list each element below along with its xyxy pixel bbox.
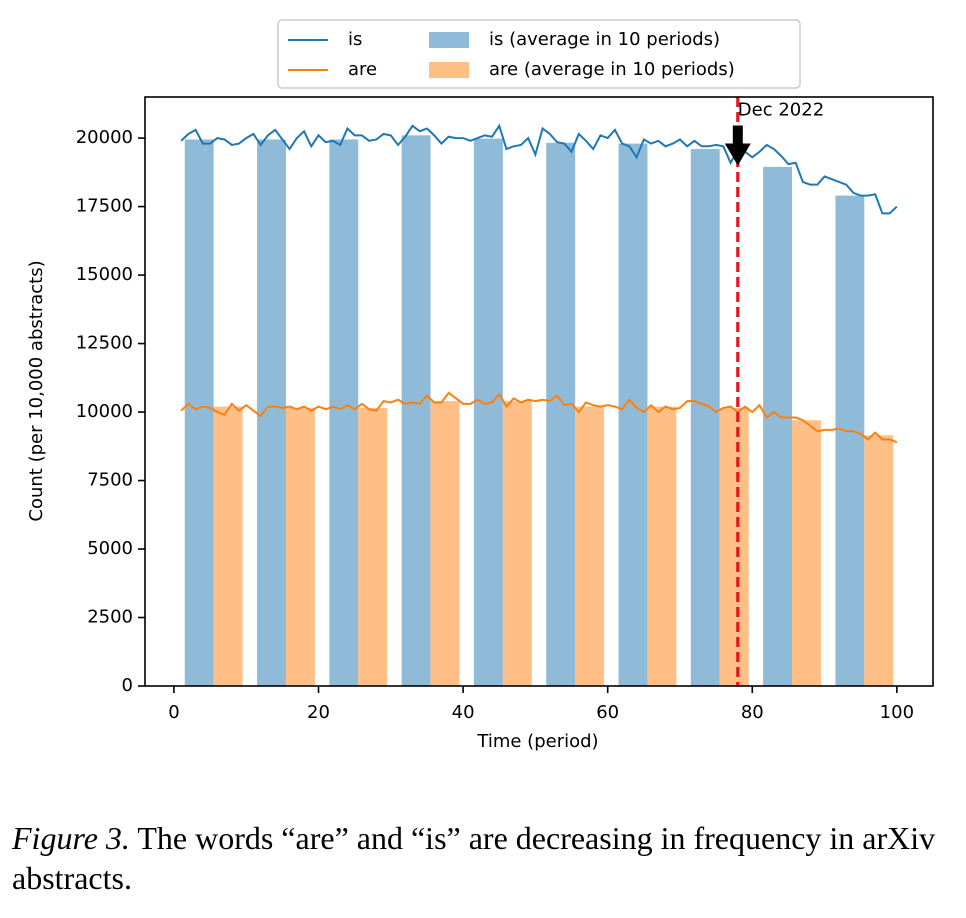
x-tick-label: 0: [168, 702, 179, 723]
line: [180, 123, 898, 215]
legend-box: [277, 19, 801, 89]
y-tick-label: 2500: [87, 607, 133, 628]
y-tick-label: 12500: [76, 333, 133, 354]
x-tick-label: 20: [307, 702, 330, 723]
x-axis-label: Time (period): [476, 731, 598, 752]
y-tick-label: 15000: [76, 264, 133, 285]
bar: [719, 407, 749, 686]
x-tick-label: 60: [596, 702, 619, 723]
y-tick-label: 0: [122, 675, 133, 696]
x-tick-label: 40: [452, 702, 475, 723]
x-tick-label: 80: [741, 702, 764, 723]
y-tick-label: 10000: [76, 401, 133, 422]
bar: [358, 407, 388, 686]
chart: Time (period) Count (per 10,000 abstract…: [26, 19, 934, 752]
bar: [575, 406, 605, 686]
y-tick-label: 20000: [76, 127, 133, 148]
y-tick-label: 5000: [87, 538, 133, 559]
annotation-text: Dec 2022: [738, 99, 824, 120]
caption-text: The words “are” and “is” are decreasing …: [12, 820, 936, 896]
y-tick-label: 7500: [87, 470, 133, 491]
bar: [618, 143, 648, 687]
caption: Figure 3. The words “are” and “is” are d…: [12, 818, 957, 898]
bar: [690, 149, 720, 687]
x-tick-label: 100: [880, 702, 914, 723]
bar: [792, 420, 821, 686]
bar: [864, 435, 894, 686]
legend-patch: [429, 32, 469, 48]
legend-label: are: [348, 59, 377, 80]
bar: [430, 401, 460, 686]
bar: [835, 195, 865, 686]
bar: [473, 138, 503, 686]
legend-patch: [429, 62, 469, 78]
bar: [763, 166, 793, 686]
y-tick-label: 17500: [76, 196, 133, 217]
legend-label: are (average in 10 periods): [489, 59, 735, 80]
y-axis-label: Count (per 10,000 abstracts): [26, 260, 47, 521]
annotation-arrow: [724, 125, 751, 166]
bar: [401, 135, 431, 686]
bar: [184, 139, 214, 687]
bar: [285, 407, 315, 686]
legend-label: is: [348, 29, 362, 50]
legend-label: is (average in 10 periods): [489, 29, 720, 50]
bar: [546, 142, 576, 686]
caption-label: Figure 3.: [12, 820, 130, 856]
bar: [213, 406, 243, 686]
line: [180, 391, 898, 444]
bar: [329, 139, 359, 687]
bar: [502, 401, 532, 686]
bar: [647, 406, 677, 686]
plot-frame: [144, 96, 934, 687]
bar: [257, 139, 286, 687]
